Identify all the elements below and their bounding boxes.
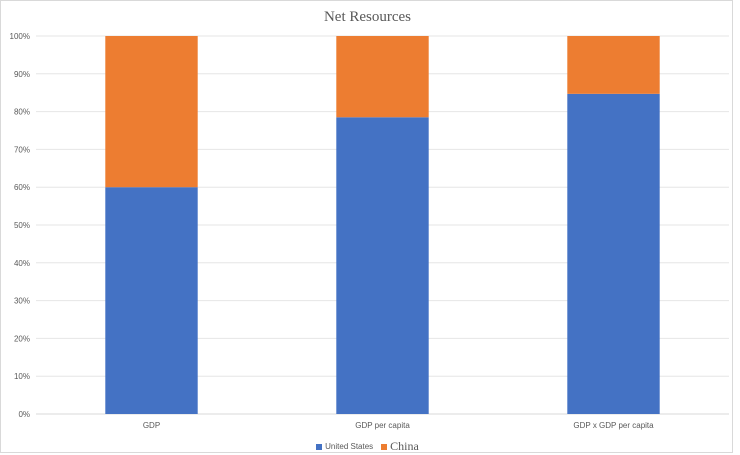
chart-title: Net Resources: [323, 9, 412, 25]
legend-item-united-states: United States: [316, 442, 373, 451]
y-tick-label: 0%: [18, 410, 30, 419]
y-tick-label: 100%: [10, 32, 30, 41]
legend-swatch-united-states: [316, 443, 323, 450]
y-tick-label: 10%: [14, 372, 30, 381]
y-tick-label: 70%: [14, 145, 30, 154]
bar-united-states-2: [567, 93, 660, 415]
y-tick-label: 40%: [14, 259, 30, 268]
legend-swatch-china: [381, 443, 388, 450]
bar-china-2: [567, 36, 660, 94]
legend: United States China: [1, 439, 734, 454]
legend-label-united-states: United States: [325, 442, 374, 451]
y-tick-label: 60%: [14, 183, 30, 192]
bar-united-states-1: [336, 117, 429, 415]
bar-united-states-0: [105, 187, 198, 414]
y-tick-label: 90%: [14, 70, 30, 79]
bar-china-0: [105, 36, 198, 188]
x-category-label: GDP x GDP per capita: [573, 421, 654, 430]
y-tick-label: 30%: [14, 297, 30, 306]
bar-china-1: [336, 36, 429, 118]
bars: [105, 36, 660, 415]
x-axis-category-labels: GDP GDP per capita GDP x GDP per capita: [143, 421, 654, 430]
legend-item-china: China: [381, 439, 419, 454]
x-category-label: GDP per capita: [355, 421, 410, 430]
plot-area: 0%10%20%30%40%50%60%70%80%90%100% GDP GDP…: [10, 32, 729, 430]
legend-label-china: China: [390, 439, 419, 453]
y-axis-tick-labels: 0% 10% 20% 30% 40% 50% 60% 70% 80% 90% 100%: [10, 32, 30, 419]
y-tick-label: 20%: [14, 334, 30, 343]
y-tick-label: 50%: [14, 221, 30, 230]
x-category-label: GDP: [143, 421, 160, 430]
y-tick-label: 80%: [14, 108, 30, 117]
